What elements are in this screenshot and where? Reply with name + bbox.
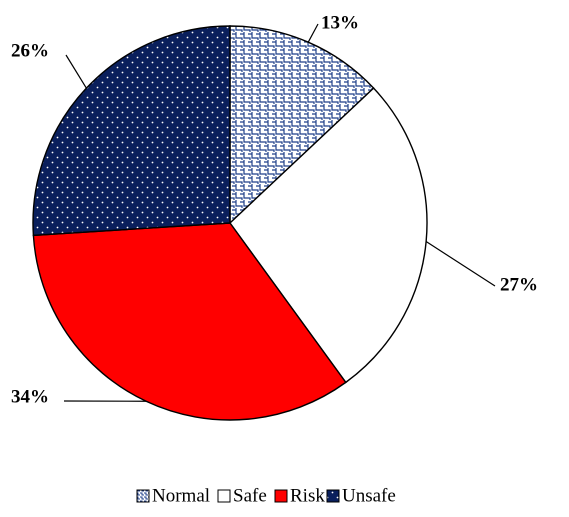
data-label-unsafe: 26% [11,40,49,61]
legend-swatch-safe [217,489,231,503]
pie-labels: 13% 27% 34% 26% [11,12,538,407]
legend-label-safe: Safe [233,485,267,506]
leader-line-normal [307,23,319,43]
pie-slices [32,25,428,421]
legend: Normal Safe Risk Unsafe [136,485,396,506]
leader-line-unsafe [65,54,87,89]
legend-swatch-normal [136,489,150,503]
legend-label-unsafe: Unsafe [342,485,396,506]
pie-slice-unsafe [32,25,231,237]
data-label-risk: 34% [11,386,49,407]
legend-swatch-unsafe [326,489,340,503]
leader-line-safe [425,241,496,287]
pie-slice-risk [32,222,347,421]
data-label-safe: 27% [500,274,538,295]
legend-swatch-risk [274,489,288,503]
data-label-normal: 13% [321,12,359,33]
legend-label-risk: Risk [290,485,325,506]
pie-slice-safe [229,87,428,384]
legend-label-normal: Normal [152,485,210,506]
